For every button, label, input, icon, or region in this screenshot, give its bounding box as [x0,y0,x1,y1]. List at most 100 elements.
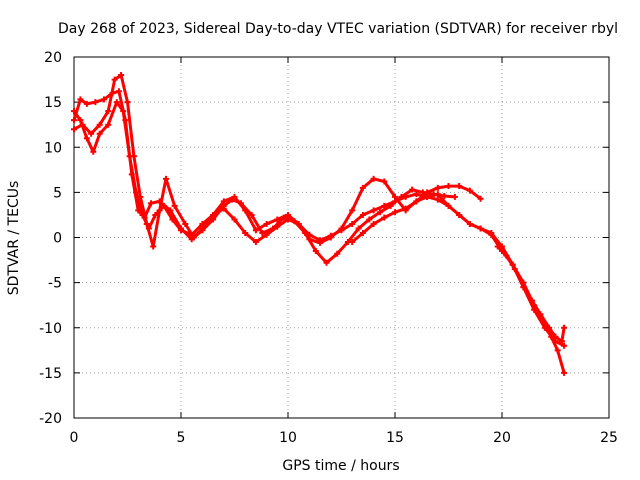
data-point [466,187,473,194]
data-point [169,216,176,223]
data-point [148,200,155,207]
y-tick-label: 15 [44,95,62,111]
data-point [199,227,206,234]
data-point [242,229,249,236]
data-point [285,216,291,223]
data-point [456,183,463,190]
data-point [160,202,167,209]
data-point [280,214,287,221]
data-point [295,220,302,227]
data-point [274,223,281,230]
axis-ticks: 0 5 10 15 20 25 -20 -15 -10 -5 0 5 10 15 20 [39,50,618,446]
data-point [334,250,341,257]
data-point [139,211,146,218]
data-point [434,191,441,198]
data-point [511,266,518,273]
data-point [561,342,568,349]
data-point [263,220,270,227]
y-tick-label: 10 [44,140,62,156]
series-line [72,73,457,265]
data-point [323,259,330,266]
data-point [413,191,420,198]
data-point [220,205,227,212]
data-point [381,202,388,209]
data-point [77,117,84,124]
series-satellite-track-4 [349,191,568,376]
data-point [71,117,77,124]
data-point [199,220,206,227]
data-point [111,76,118,83]
data-point [259,229,266,236]
data-point [83,100,90,107]
data-point [445,183,452,190]
data-point [558,338,565,345]
data-point [210,211,217,218]
data-point [402,193,409,200]
data-point [145,225,152,232]
data-point [126,153,133,160]
data-point [477,195,484,202]
data-point [83,135,90,142]
data-point [349,207,356,214]
data-point [182,220,189,227]
data-series [71,72,568,376]
data-point [118,72,125,79]
grid [74,57,609,418]
data-point [113,99,120,106]
data-point [359,229,366,236]
series-satellite-track-5 [494,243,568,345]
x-tick-label: 10 [279,430,297,446]
data-point [90,148,97,155]
data-point [413,198,420,205]
data-point [554,347,561,354]
data-point [338,227,345,234]
data-point [274,216,281,223]
data-point [359,184,366,191]
data-point [120,108,127,115]
x-tick-label: 20 [493,430,511,446]
data-point [402,205,409,212]
data-point [237,200,244,207]
data-point [105,121,112,128]
x-tick-label: 15 [386,430,404,446]
x-axis-label: GPS time / hours [282,458,399,474]
data-point [434,184,441,191]
data-point [71,108,77,115]
data-point [546,324,553,331]
data-point [96,121,103,128]
data-point [370,175,377,182]
data-point [248,211,255,218]
data-point [520,284,527,291]
data-point [77,96,84,103]
data-point [96,130,103,137]
data-point [263,231,270,238]
data-point [366,216,373,223]
series-satellite-track-3 [71,99,568,349]
data-point [477,225,484,232]
data-point [359,211,366,218]
series-line [496,245,566,343]
y-tick-label: 0 [53,231,62,247]
data-point [466,220,473,227]
data-point [370,207,377,214]
data-point [152,211,159,218]
data-point [441,192,448,199]
series-line [350,192,566,375]
data-point [252,239,259,246]
data-point [327,232,334,239]
data-point [392,209,398,216]
y-tick-label: 5 [53,185,62,201]
data-point [377,209,384,216]
x-tick-label: 25 [600,430,618,446]
data-point [434,196,441,203]
data-point [88,130,95,137]
y-tick-label: -10 [39,321,62,337]
data-point [381,178,388,185]
data-point [503,252,510,259]
data-point [488,231,495,238]
data-point [424,193,431,200]
data-point [409,186,416,193]
data-point [349,239,356,246]
